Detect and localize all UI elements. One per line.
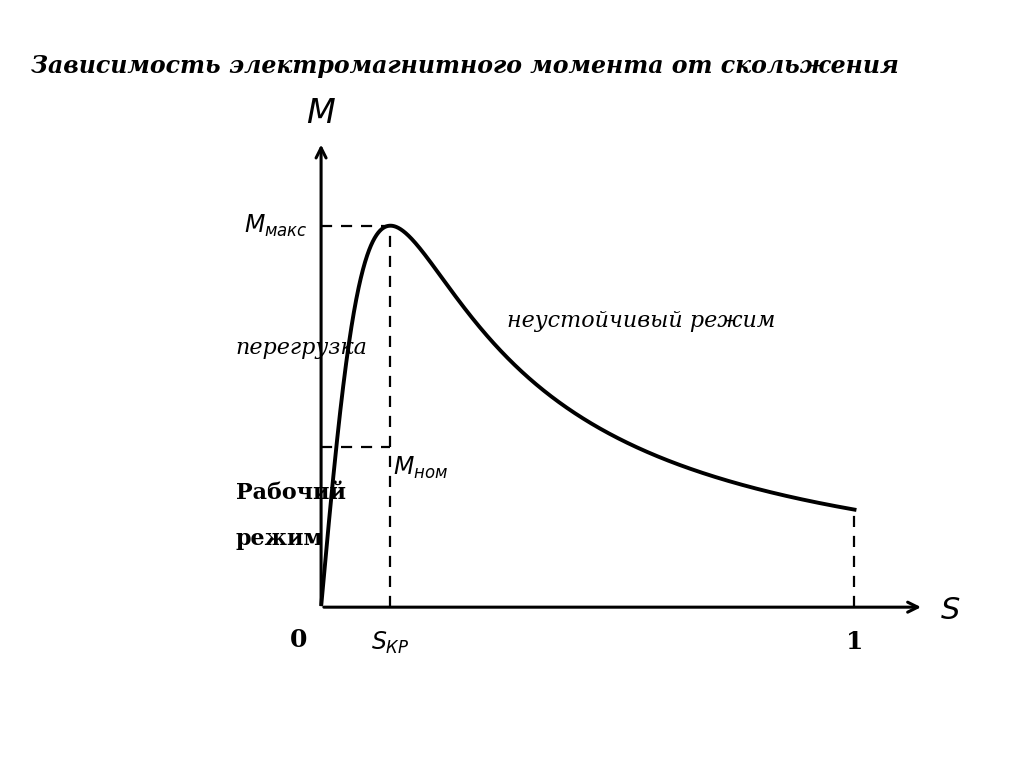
- Text: 0: 0: [291, 628, 308, 652]
- Text: Зависимость электромагнитного момента от скольжения: Зависимость электромагнитного момента от…: [31, 54, 898, 78]
- Text: перегрузка: перегрузка: [235, 336, 367, 359]
- Text: режим: режим: [235, 528, 323, 549]
- Text: $S_{КР}$: $S_{КР}$: [371, 630, 410, 657]
- Text: $M$: $M$: [306, 98, 336, 131]
- Text: 1: 1: [846, 630, 863, 654]
- Text: $S$: $S$: [940, 595, 961, 627]
- Text: неустойчивый режим: неустойчивый режим: [507, 310, 775, 332]
- Text: $M_{макс}$: $M_{макс}$: [243, 213, 308, 239]
- Text: Рабочий: Рабочий: [235, 482, 346, 504]
- Text: $M_{ном}$: $M_{ном}$: [393, 455, 448, 481]
